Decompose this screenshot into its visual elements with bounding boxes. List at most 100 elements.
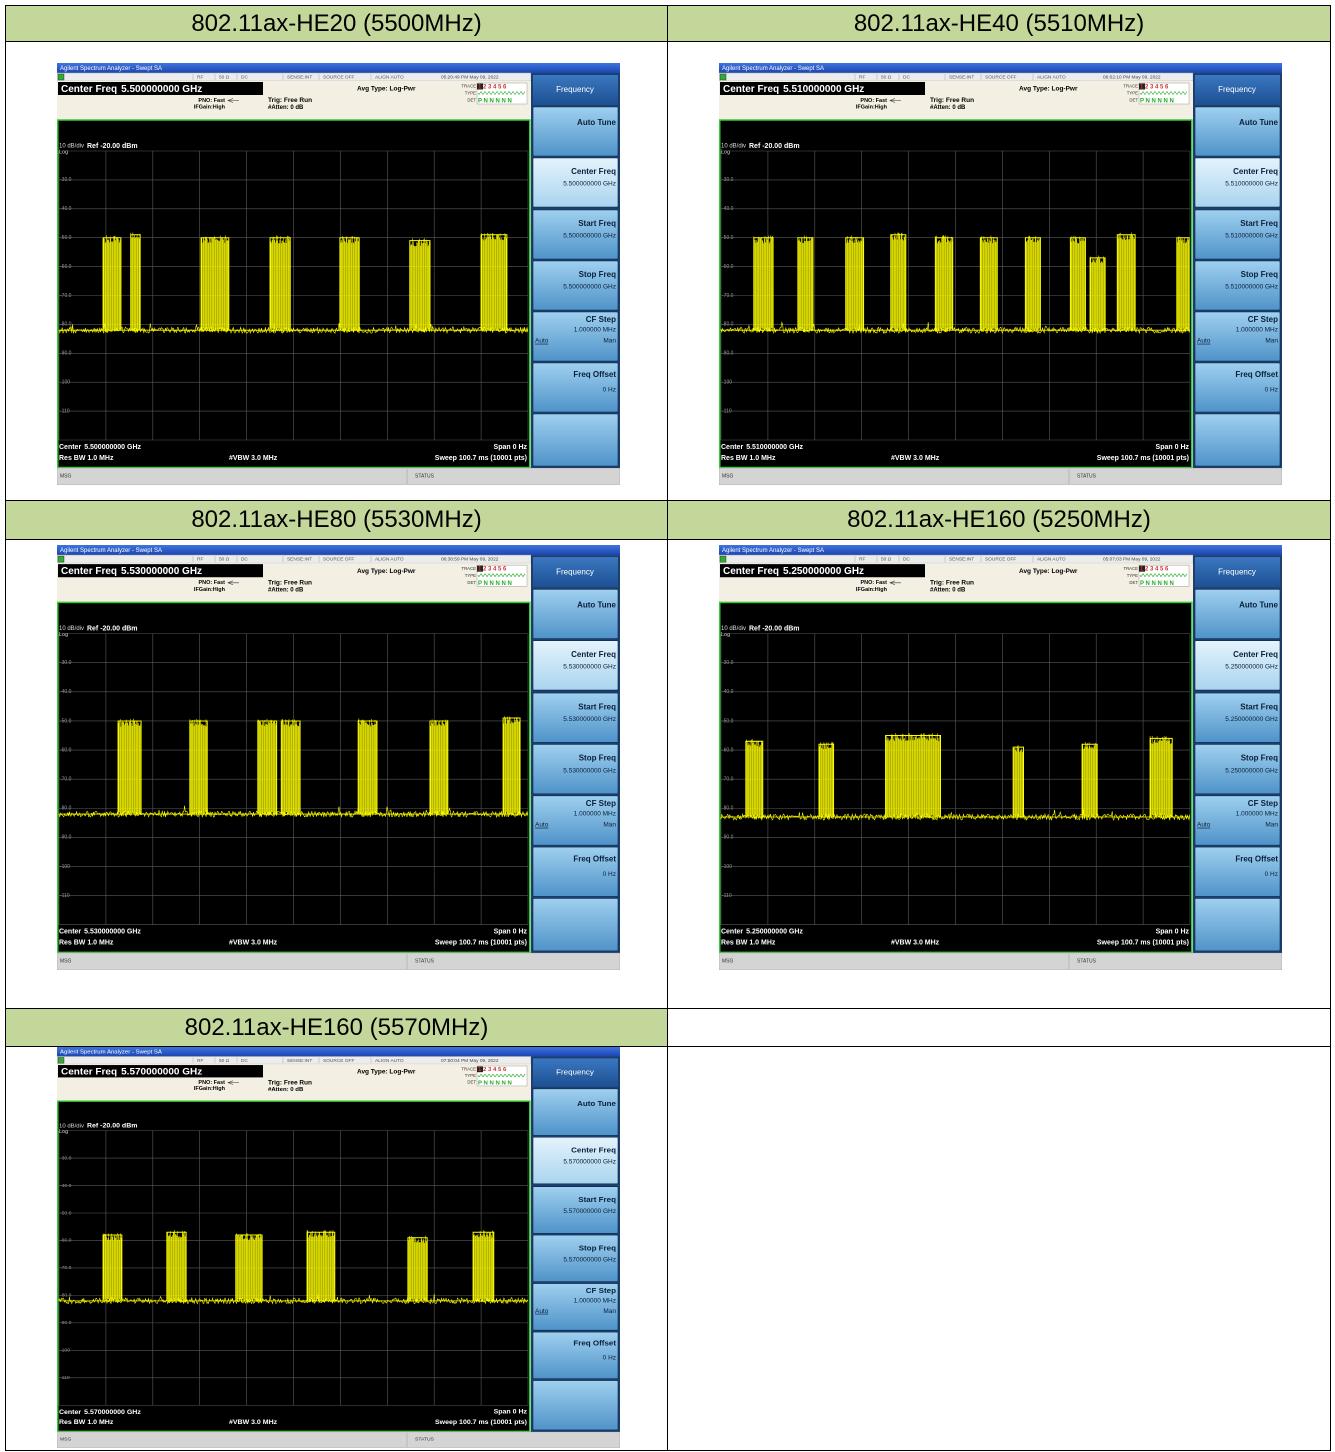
status-item: 50 Ω [219, 1058, 230, 1063]
header-cell: 802.11ax-HE160 (5570MHz) [5, 1008, 668, 1047]
trigger: Trig: Free Run [930, 579, 974, 586]
vbw: #VBW 3.0 MHz [229, 1419, 278, 1426]
ifgain: IFGain:High [856, 104, 888, 110]
status-item: 50 Ω [219, 557, 230, 563]
y-tick-label: -110 [722, 893, 732, 899]
softkey-label: Start Freq [578, 219, 616, 228]
pno: PNO: Fast [198, 1080, 225, 1086]
y-tick-label: -60.0 [60, 747, 72, 753]
status-item: ALIGN AUTO [375, 557, 404, 563]
softkey-value: 5.530000000 GHz [563, 716, 616, 723]
attenuation: #Atten: 0 dB [268, 1087, 303, 1093]
softkey-option: Man [603, 1308, 616, 1315]
softkey [533, 589, 618, 638]
det-values: P N N N N N [478, 581, 512, 587]
softkey-label: Stop Freq [1241, 270, 1278, 279]
softkey-label: Center Freq [1233, 650, 1278, 659]
center-annotation: Center5.500000000 GHz [59, 444, 142, 451]
image-cell [667, 1046, 1331, 1451]
softkey-value: 5.510000000 GHz [1225, 181, 1278, 188]
softkey-value: 1.000000 MHz [574, 327, 616, 334]
msg: MSG [60, 473, 72, 479]
center-freq-label: Center Freq [723, 84, 779, 95]
softkey-option: Man [1265, 338, 1278, 345]
status-item: 50 Ω [881, 557, 892, 563]
softkey-label: Auto Tune [1239, 118, 1279, 127]
reference: Ref -20.00 dBm [749, 143, 800, 150]
timestamp: 06:02:10 PM May 09, 2022 [1103, 75, 1161, 81]
center-freq-label: Center Freq [61, 1066, 117, 1077]
burst-texture [410, 238, 430, 332]
y-tick-label: -50.0 [60, 1210, 72, 1216]
res-bw: Res BW 1.0 MHz [59, 1419, 114, 1426]
y-tick-label: -110 [60, 1375, 70, 1381]
softkey-option: Auto [1197, 822, 1211, 829]
center-freq-value: 5.530000000 GHz [121, 566, 202, 577]
status-item: DC [241, 75, 248, 81]
timestamp: 07:50:04 PM May 09, 2022 [441, 1058, 499, 1063]
y-tick-label: -90.0 [60, 351, 72, 357]
analyzer-screenshot: Agilent Spectrum Analyzer - Swept SARF50… [57, 1047, 620, 1448]
attenuation: #Atten: 0 dB [268, 105, 304, 111]
res-bw: Res BW 1.0 MHz [59, 940, 114, 947]
vbw: #VBW 3.0 MHz [229, 455, 278, 462]
center-label: Center [59, 929, 81, 936]
trace-row-label: TYPE [465, 573, 476, 578]
ifgain: IFGain:High [856, 587, 888, 593]
softkey [1195, 107, 1280, 156]
analyzer-screenshot: Agilent Spectrum Analyzer - Swept SARF50… [719, 545, 1282, 970]
softkey-label: Stop Freq [1241, 754, 1278, 763]
status-item: RF [859, 75, 865, 81]
y-tick-label: -30.0 [60, 1155, 72, 1161]
header-title: 802.11ax-HE40 (5510MHz) [854, 10, 1144, 38]
center-freq: Center Freq5.530000000 GHz [61, 566, 202, 577]
trace-row-label: TYPE [465, 1073, 476, 1078]
attenuation: #Atten: 0 dB [930, 105, 966, 111]
y-tick-label: -40.0 [60, 206, 72, 212]
trace-row-label: TRACE [461, 84, 476, 89]
status-item: DC [241, 557, 248, 563]
y-tick-label: -30.0 [60, 177, 72, 183]
log: Log [721, 149, 730, 155]
center-freq: Center Freq5.510000000 GHz [723, 84, 864, 95]
pno: PNO: Fast [861, 580, 888, 586]
softkey-value: 5.500000000 GHz [563, 181, 616, 188]
timestamp: 05:20:49 PM May 09, 2022 [441, 75, 499, 81]
softkey [533, 898, 618, 950]
softkey-value: 1.000000 MHz [574, 811, 616, 818]
res-bw: Res BW 1.0 MHz [721, 940, 776, 947]
softkey-value: 5.570000000 GHz [563, 1159, 616, 1166]
trace-numbers: 1 2 3 4 5 6 [478, 84, 507, 90]
vbw: #VBW 3.0 MHz [229, 940, 278, 947]
softkey-value: 5.250000000 GHz [1225, 664, 1278, 671]
status-item: ALIGN AUTO [1037, 75, 1066, 81]
center-freq: Center Freq5.250000000 GHz [723, 566, 864, 577]
softkey-option: Man [1265, 822, 1278, 829]
menu-title: Frequency [1218, 85, 1256, 94]
header-cell: 802.11ax-HE80 (5530MHz) [5, 500, 668, 540]
app-title: Agilent Spectrum Analyzer - Swept SA [60, 1050, 162, 1056]
message-bar [57, 953, 620, 970]
y-tick-label: -70.0 [60, 776, 72, 782]
softkey-value: 1.000000 MHz [1236, 811, 1278, 818]
pno: PNO: Fast [198, 98, 225, 104]
center-label: Center [59, 444, 81, 451]
y-tick-label: -50.0 [60, 718, 72, 724]
status: STATUS [1077, 958, 1097, 964]
y-tick-label: -90.0 [60, 835, 72, 841]
burst-texture [281, 719, 299, 816]
status-item: 50 Ω [219, 75, 230, 81]
status-item: SENSE:INT [949, 557, 974, 563]
softkey-label: Stop Freq [579, 270, 616, 279]
center-freq-label: Center Freq [723, 566, 779, 577]
span: Span 0 Hz [1156, 929, 1190, 936]
softkey-label: Center Freq [571, 1146, 616, 1155]
softkey-value: 5.510000000 GHz [1225, 284, 1278, 291]
trace-numbers: 1 2 3 4 5 6 [478, 1067, 507, 1073]
status-item: ALIGN AUTO [1037, 557, 1066, 563]
softkey [533, 1089, 618, 1136]
trigger: Trig: Free Run [268, 579, 312, 586]
burst-texture [819, 742, 833, 819]
vbw: #VBW 3.0 MHz [891, 455, 940, 462]
status: STATUS [415, 473, 435, 479]
